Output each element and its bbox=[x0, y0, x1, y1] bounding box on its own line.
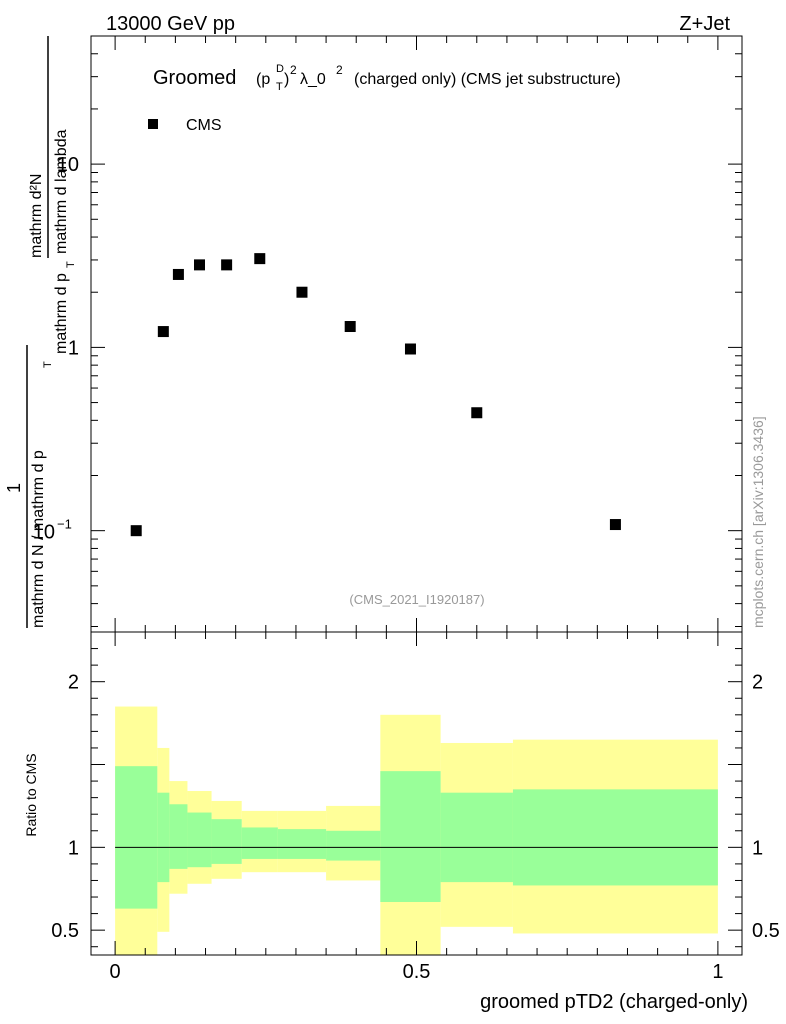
ratio-y-tick-label-left: 0.5 bbox=[51, 920, 79, 942]
stat-uncertainty-band bbox=[187, 812, 212, 868]
stat-uncertainty-band bbox=[380, 771, 441, 902]
stat-uncertainty-band bbox=[512, 789, 718, 886]
stat-uncertainty-band bbox=[157, 792, 170, 883]
title-lambda: λ_0 bbox=[300, 71, 326, 88]
ylabel-norm-sub: T bbox=[42, 361, 54, 368]
ylabel-denominator-sub: T bbox=[65, 261, 77, 268]
data-point bbox=[296, 286, 308, 298]
title-p: (p bbox=[256, 71, 270, 88]
stat-uncertainty-band bbox=[169, 804, 188, 869]
ratio-y-tick-label-right: 0.5 bbox=[752, 920, 780, 942]
ylabel-denominator-a: mathrm d p bbox=[53, 273, 70, 354]
main-y-tick-label-exponent: −1 bbox=[57, 517, 72, 532]
data-point bbox=[344, 321, 356, 333]
ylabel-one: 1 bbox=[4, 483, 24, 493]
process-label: Z+Jet bbox=[679, 13, 730, 35]
x-tick-label: 1 bbox=[712, 961, 723, 983]
stat-uncertainty-band bbox=[115, 766, 158, 909]
title-rest: (charged only) (CMS jet substructure) bbox=[354, 71, 621, 88]
title-sup-d: D bbox=[276, 63, 284, 75]
ratio-y-axis-label: Ratio to CMS bbox=[23, 753, 39, 836]
main-y-tick-label: 10 bbox=[57, 154, 79, 176]
data-point bbox=[254, 253, 266, 265]
watermark: mcplots.cern.ch [arXiv:1306.3436] bbox=[750, 416, 766, 628]
title-sup-2: 2 bbox=[290, 63, 297, 77]
stat-uncertainty-band bbox=[440, 792, 513, 883]
data-point bbox=[194, 259, 205, 271]
legend-marker-cms bbox=[148, 119, 158, 129]
stat-uncertainty-band bbox=[211, 819, 242, 864]
stat-uncertainty-band bbox=[277, 829, 327, 859]
plot-title: Groomed (p D T ) 2 λ_0 2 (charged only) … bbox=[153, 63, 621, 93]
x-tick-label: 0 bbox=[110, 961, 121, 983]
main-y-tick-label-base: 10 bbox=[33, 522, 55, 544]
ratio-x-tick-labels: 0 0.5 1 bbox=[110, 961, 724, 983]
main-axis-ticks bbox=[91, 35, 742, 632]
stat-uncertainty-band bbox=[326, 830, 381, 861]
data-point bbox=[130, 525, 142, 537]
analysis-id: (CMS_2021_I1920187) bbox=[349, 592, 484, 607]
ylabel-denominator-b: mathrm d lambda bbox=[53, 129, 70, 254]
data-point bbox=[172, 268, 184, 280]
title-close: ) bbox=[284, 71, 289, 88]
ratio-y-tick-labels: 2 2 1 1 0.5 0.5 bbox=[51, 672, 780, 942]
data-point bbox=[609, 519, 621, 531]
ratio-y-tick-label-right: 1 bbox=[752, 837, 763, 859]
ylabel-numerator: mathrm d²N bbox=[28, 174, 45, 258]
ylabel-norm-a: mathrm d N / mathrm d p bbox=[30, 450, 47, 628]
title-sub-t: T bbox=[276, 81, 283, 93]
stat-uncertainty-band bbox=[241, 827, 278, 859]
legend-label-cms: CMS bbox=[186, 117, 222, 134]
x-axis-label: groomed pTD2 (charged-only) bbox=[480, 991, 748, 1013]
x-tick-label: 0.5 bbox=[403, 961, 431, 983]
data-point bbox=[157, 326, 169, 338]
title-sup-2b: 2 bbox=[336, 63, 343, 77]
data-point bbox=[221, 259, 233, 271]
data-points bbox=[130, 253, 621, 537]
ratio-y-tick-label-left: 2 bbox=[68, 672, 79, 694]
main-y-tick-label: 1 bbox=[68, 337, 79, 359]
ratio-y-tick-label-right: 2 bbox=[752, 672, 763, 694]
energy-label: 13000 GeV pp bbox=[106, 13, 235, 35]
legend: CMS bbox=[148, 117, 222, 134]
ratio-bands bbox=[115, 706, 718, 955]
title-prefix: Groomed bbox=[153, 67, 236, 89]
data-point bbox=[471, 407, 483, 419]
data-point bbox=[404, 343, 416, 355]
ratio-axis-ticks bbox=[91, 632, 742, 955]
ratio-panel: 2 21 10.5 0.5 0 0.5 1 Ratio to CMS groomed pT… bbox=[23, 631, 780, 1013]
ratio-y-tick-label-left: 1 bbox=[68, 837, 79, 859]
main-y-axis-label: mathrm d²N mathrm d p T mathrm d lambda … bbox=[4, 36, 77, 628]
